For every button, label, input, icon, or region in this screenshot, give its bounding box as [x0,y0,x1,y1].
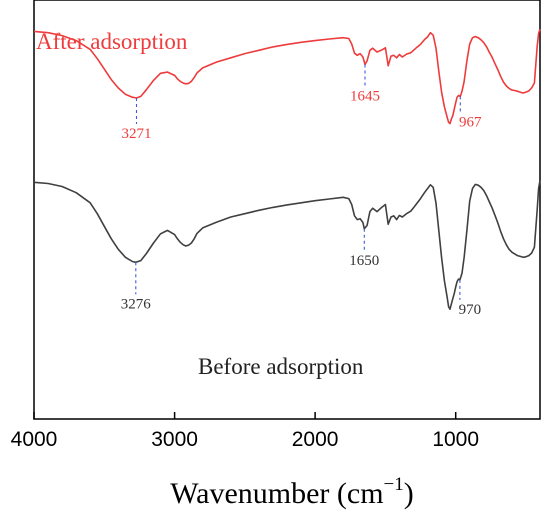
x-tick-label-2000: 2000 [292,428,339,451]
series-label-after-adsorption: After adsorption [36,29,188,54]
peak-label-3276: 3276 [121,296,152,312]
peak-label-970: 970 [459,302,482,318]
series-layer [33,29,541,311]
x-tick-label-4000: 4000 [11,428,58,451]
x-tick-label-3000: 3000 [151,428,198,451]
series-label-before-adsorption: Before adsorption [198,354,364,379]
x-tick-label-1000: 1000 [432,428,479,451]
peak-label-3271: 3271 [122,126,152,142]
x-axis-label: Wavenumber (cm−1) [170,474,414,510]
x-axis-label-sup: −1 [384,474,404,495]
peak-label-967: 967 [459,114,482,130]
peak-marker-layer: 3271 1645 967 3276 1650 970 [121,64,482,318]
x-tick-layer: 4000 3000 2000 1000 [11,412,479,451]
series-line-before-adsorption [33,180,541,311]
x-axis-label-main: Wavenumber (cm [170,477,383,510]
series-line-after-adsorption [33,29,541,125]
peak-label-1645: 1645 [350,89,380,105]
plot-frame [33,0,541,420]
peak-label-1650: 1650 [349,253,379,269]
x-axis-label-suffix: ) [404,477,414,510]
